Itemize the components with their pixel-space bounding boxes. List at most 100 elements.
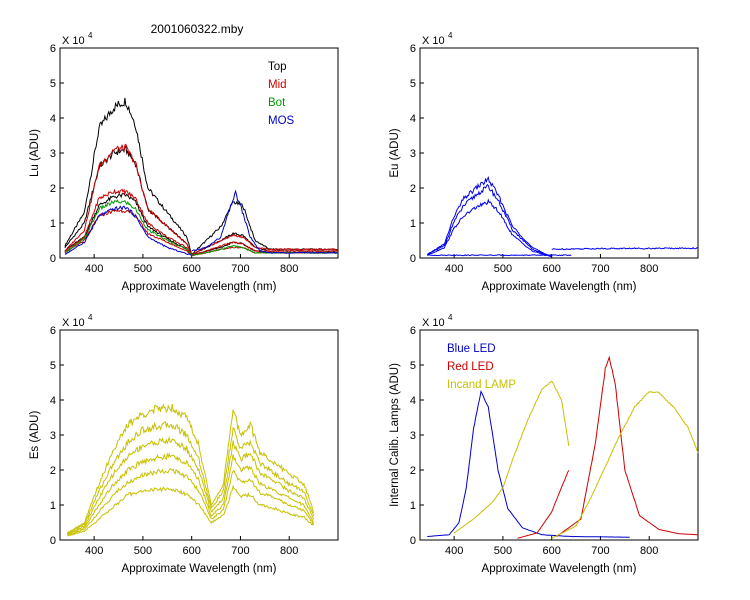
plot-frame-eu: [419, 47, 699, 259]
scale-label-calib: X 10: [422, 317, 445, 329]
y-tick-label-calib: 4: [410, 395, 416, 407]
x-tick-label-eu: 600: [543, 263, 561, 275]
y-tick-label-es: 3: [50, 430, 56, 442]
x-tick-label-eu: 700: [591, 263, 609, 275]
series-line-bot: [64, 199, 339, 257]
y-axis-label-eu: Eu (ADU): [389, 128, 401, 177]
x-tick-label-lu: 500: [134, 263, 152, 275]
y-tick-label-es: 5: [50, 360, 56, 372]
series-line-es: [67, 420, 315, 534]
x-tick-label-es: 800: [280, 545, 298, 557]
series-line-mid: [64, 143, 338, 255]
scale-exponent-es: 4: [88, 313, 93, 322]
scale-label-lu: X 10: [62, 35, 85, 47]
scale-exponent-eu: 4: [448, 31, 453, 40]
y-tick-label-lu: 1: [50, 218, 56, 230]
series-line-red-led: [556, 355, 698, 537]
x-tick-label-es: 600: [183, 545, 201, 557]
y-tick-label-es: 1: [50, 500, 56, 512]
series-line-top: [64, 193, 339, 257]
scale-label-es: X 10: [62, 317, 85, 329]
x-tick-label-lu: 400: [85, 263, 103, 275]
y-tick-label-eu: 6: [410, 43, 416, 55]
series-line-es: [67, 452, 315, 535]
x-tick-label-calib: 400: [445, 545, 463, 557]
x-tick-label-calib: 800: [640, 545, 658, 557]
x-tick-label-es: 500: [134, 545, 152, 557]
series-line-incand-lamp: [453, 380, 570, 534]
x-tick-label-es: 700: [231, 545, 249, 557]
y-tick-label-es: 6: [50, 325, 56, 337]
x-tick-label-calib: 500: [494, 545, 512, 557]
legend-item-red-led: Red LED: [447, 361, 494, 373]
scale-exponent-calib: 4: [448, 313, 453, 322]
x-tick-label-eu: 800: [640, 263, 658, 275]
y-tick-label-lu: 3: [50, 148, 56, 160]
legend-item-blue-led: Blue LED: [447, 343, 496, 355]
x-tick-label-calib: 700: [591, 545, 609, 557]
y-tick-label-es: 2: [50, 465, 56, 477]
y-tick-label-es: 4: [50, 395, 56, 407]
plot-frame-es: [59, 329, 339, 541]
figure-title: 2001060322.mby: [151, 22, 244, 36]
series-line-es: [66, 435, 315, 535]
series-line-eu: [427, 254, 572, 257]
y-tick-label-eu: 3: [410, 148, 416, 160]
series-line-es: [67, 467, 314, 536]
y-tick-label-lu: 5: [50, 78, 56, 90]
x-axis-label-eu: Approximate Wavelength (nm): [482, 281, 637, 293]
scale-exponent-lu: 4: [88, 31, 93, 40]
y-tick-label-lu: 4: [50, 113, 56, 125]
y-tick-label-calib: 1: [410, 500, 416, 512]
series-line-eu: [427, 198, 552, 258]
x-axis-label-lu: Approximate Wavelength (nm): [122, 281, 277, 293]
y-tick-label-lu: 6: [50, 43, 56, 55]
x-tick-label-eu: 400: [445, 263, 463, 275]
x-tick-label-eu: 500: [494, 263, 512, 275]
series-line-top: [64, 97, 339, 256]
y-axis-label-es: Es (ADU): [29, 411, 41, 460]
series-line-es: [67, 403, 315, 534]
y-tick-label-calib: 2: [410, 465, 416, 477]
x-tick-label-es: 400: [85, 545, 103, 557]
legend-item-mid: Mid: [268, 79, 287, 91]
legend-item-top: Top: [268, 61, 287, 73]
y-tick-label-eu: 0: [410, 253, 416, 265]
x-axis-label-calib: Approximate Wavelength (nm): [482, 563, 637, 575]
series-line-mid: [64, 188, 339, 256]
y-tick-label-eu: 4: [410, 113, 416, 125]
y-tick-label-calib: 6: [410, 325, 416, 337]
series-line-eu: [551, 246, 699, 251]
x-tick-label-calib: 600: [543, 545, 561, 557]
plot-frame-lu: [59, 47, 339, 259]
series-line-red-led: [517, 470, 570, 539]
y-tick-label-eu: 1: [410, 218, 416, 230]
y-tick-label-es: 0: [50, 535, 56, 547]
series-line-incand-lamp: [551, 391, 699, 539]
y-tick-label-lu: 2: [50, 183, 56, 195]
series-line-eu: [427, 175, 552, 257]
series-line-top: [64, 145, 339, 256]
series-line-eu: [427, 183, 552, 257]
series-line-mos: [64, 205, 192, 256]
legend-item-mos: MOS: [268, 115, 295, 127]
series-line-es: [67, 484, 314, 537]
x-axis-label-es: Approximate Wavelength (nm): [122, 563, 277, 575]
y-tick-label-calib: 3: [410, 430, 416, 442]
x-tick-label-lu: 700: [231, 263, 249, 275]
y-axis-label-calib: Internal Calib. Lamps (ADU): [389, 363, 401, 507]
legend-item-bot: Bot: [268, 97, 286, 109]
x-tick-label-lu: 800: [280, 263, 298, 275]
y-tick-label-eu: 2: [410, 183, 416, 195]
series-line-mos: [191, 189, 339, 254]
legend-item-incand-lamp: Incand LAMP: [447, 379, 516, 391]
y-tick-label-lu: 0: [50, 253, 56, 265]
y-tick-label-calib: 0: [410, 535, 416, 547]
series-line-blue-led: [427, 389, 630, 538]
y-axis-label-lu: Lu (ADU): [29, 129, 41, 177]
